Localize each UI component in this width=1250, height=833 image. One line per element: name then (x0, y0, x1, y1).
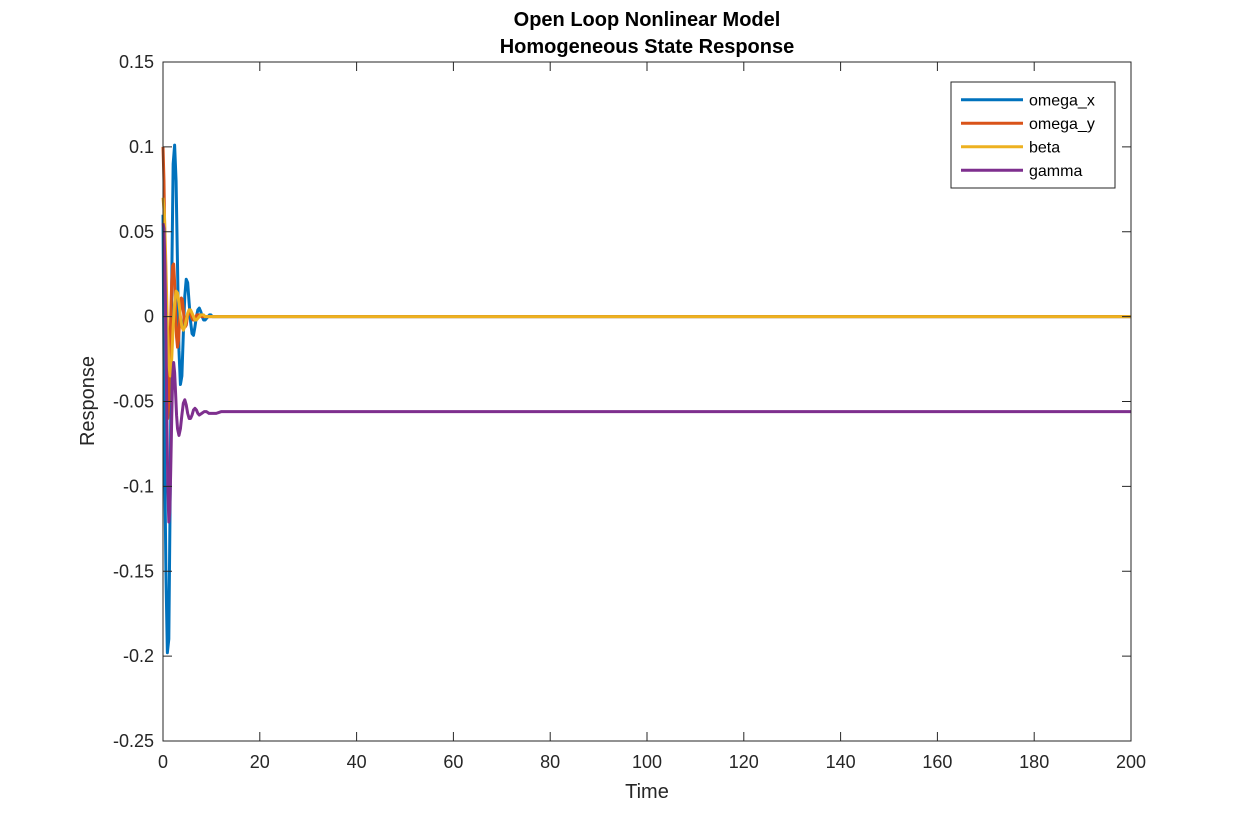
x-tick-label: 20 (250, 752, 270, 772)
y-tick-label: -0.15 (113, 561, 154, 581)
y-axis-label: Response (77, 356, 99, 446)
y-tick-label: 0 (144, 307, 154, 327)
y-tick-label: -0.25 (113, 731, 154, 751)
x-tick-label: 60 (443, 752, 463, 772)
x-tick-label: 40 (347, 752, 367, 772)
y-tick-label: 0.05 (119, 222, 154, 242)
x-tick-label: 160 (922, 752, 952, 772)
x-tick-label: 200 (1116, 752, 1146, 772)
legend-label-omega-y: omega_y (1029, 116, 1095, 133)
series-line-gamma (161, 222, 1131, 524)
tick-layer: 0 20 40 60 80 100 120 140 160 180 2000.150.10.050-… (113, 52, 1146, 772)
y-tick-label: -0.2 (123, 646, 154, 666)
x-tick-label: 0 (158, 752, 168, 772)
x-tick-label: 140 (826, 752, 856, 772)
x-tick-label: 120 (729, 752, 759, 772)
x-tick-label: 100 (632, 752, 662, 772)
y-tick-label: -0.1 (123, 476, 154, 496)
legend-label-omega-x: omega_x (1029, 92, 1095, 109)
y-tick-label: 0.15 (119, 52, 154, 72)
series-layer (161, 143, 1131, 655)
x-axis-label: Time (625, 781, 669, 803)
y-tick-label: -0.05 (113, 392, 154, 412)
x-tick-label: 180 (1019, 752, 1049, 772)
y-tick-label: 0.1 (129, 137, 154, 157)
legend-label-gamma: gamma (1029, 163, 1082, 180)
chart-title-line-2: Homogeneous State Response (500, 36, 795, 58)
x-tick-label: 80 (540, 752, 560, 772)
legend-label-beta: beta (1029, 139, 1060, 156)
chart-title-line-1: Open Loop Nonlinear Model (514, 9, 781, 31)
series-line-beta (161, 197, 1131, 378)
